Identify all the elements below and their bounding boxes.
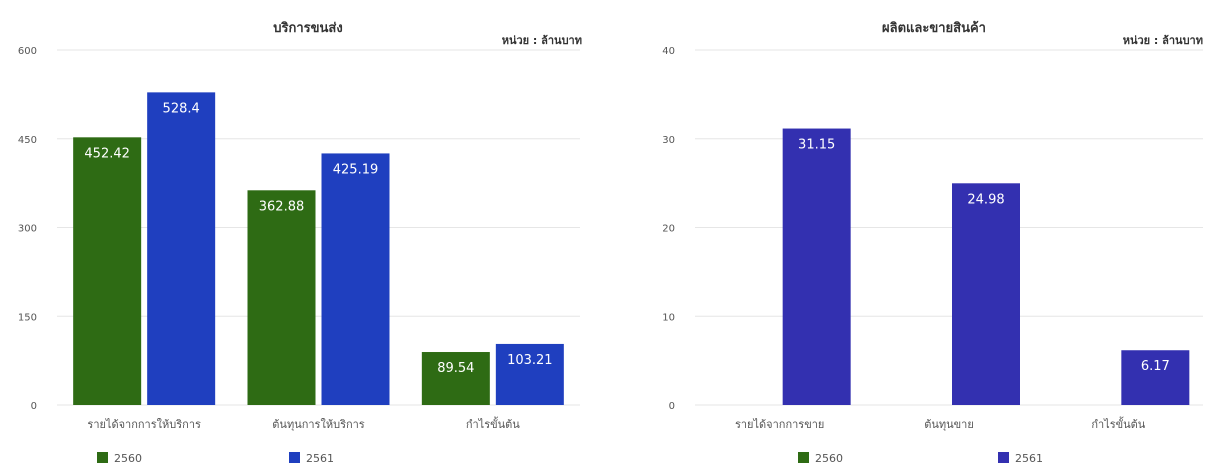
bar-2560[interactable] — [421, 352, 490, 405]
legend-swatch[interactable] — [998, 452, 1009, 463]
data-label: 362.88 — [259, 199, 305, 214]
x-category-label: กำไรขั้นต้น — [1091, 416, 1145, 431]
y-tick-label: 450 — [18, 135, 37, 146]
legend-label[interactable]: 2561 — [1015, 452, 1043, 465]
legend-swatch[interactable] — [97, 452, 108, 463]
chart-title: บริการขนส่ง — [273, 21, 342, 36]
bar-2561[interactable] — [952, 183, 1020, 405]
x-category-label: ต้นทุนการให้บริการ — [272, 418, 365, 431]
bar-2561[interactable] — [495, 343, 564, 405]
y-tick-label: 0 — [669, 401, 675, 412]
unit-label: หน่วย : ล้านบาท — [502, 34, 582, 47]
legend-swatch[interactable] — [798, 452, 809, 463]
x-category-label: กำไรขั้นต้น — [466, 416, 520, 431]
legend-label[interactable]: 2561 — [306, 452, 334, 465]
data-label: 31.15 — [798, 138, 835, 153]
y-tick-label: 600 — [18, 46, 37, 57]
data-label: 425.19 — [333, 162, 379, 177]
bar-2561[interactable] — [321, 153, 390, 405]
y-tick-label: 10 — [662, 312, 675, 323]
x-category-label: รายได้จากการขาย — [735, 418, 824, 431]
y-tick-label: 300 — [18, 224, 37, 235]
data-label: 24.98 — [967, 192, 1004, 207]
bar-2561[interactable] — [1121, 350, 1190, 405]
y-tick-label: 40 — [662, 46, 675, 57]
legend-label[interactable]: 2560 — [114, 452, 142, 465]
legend-swatch[interactable] — [289, 452, 300, 463]
bar-2560[interactable] — [73, 137, 142, 405]
bar-2560[interactable] — [247, 190, 316, 405]
x-category-label: รายได้จากการให้บริการ — [87, 418, 201, 431]
y-tick-label: 20 — [662, 224, 675, 235]
chart-title: ผลิตและขายสินค้า — [882, 20, 986, 36]
y-tick-label: 150 — [18, 312, 37, 323]
data-label: 528.4 — [163, 101, 200, 116]
y-tick-label: 0 — [31, 401, 37, 412]
data-label: 89.54 — [437, 361, 474, 376]
y-tick-label: 30 — [662, 135, 675, 146]
transport-service-chart: บริการขนส่ง หน่วย : ล้านบาท 0 150 300 450 60… — [18, 21, 582, 465]
bar-2561[interactable] — [147, 92, 216, 405]
data-label: 6.17 — [1141, 359, 1170, 374]
unit-label: หน่วย : ล้านบาท — [1123, 34, 1203, 47]
data-label: 103.21 — [507, 353, 553, 368]
x-category-label: ต้นทุนขาย — [924, 418, 974, 431]
production-sales-chart: ผลิตและขายสินค้า หน่วย : ล้านบาท 0 10 20 30… — [662, 20, 1203, 465]
bar-2561[interactable] — [782, 128, 851, 405]
legend-label[interactable]: 2560 — [815, 452, 843, 465]
data-label: 452.42 — [84, 146, 130, 161]
